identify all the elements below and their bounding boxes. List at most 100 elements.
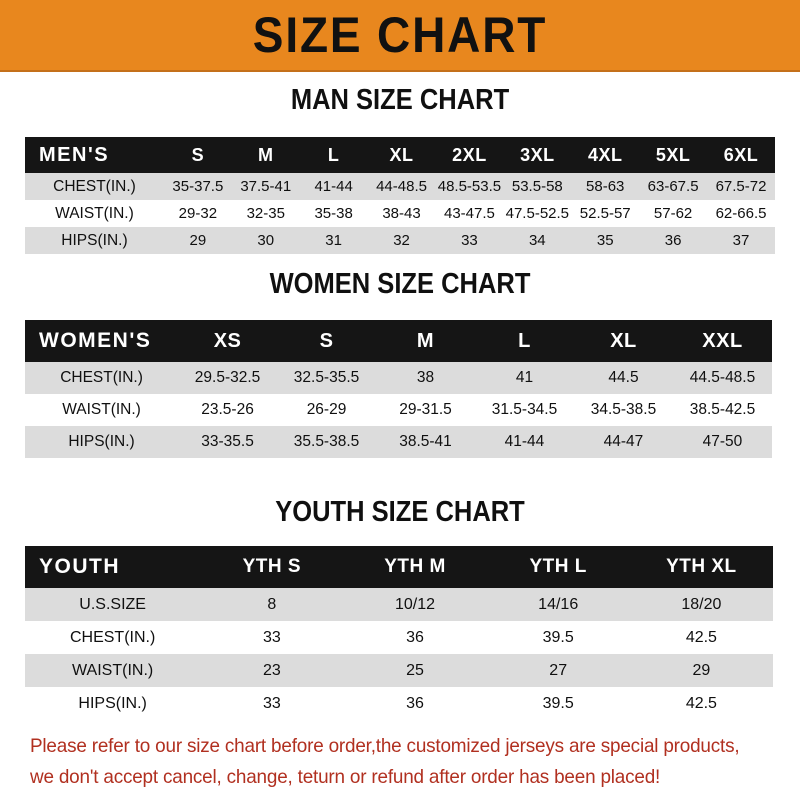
- youth-size-header-3: YTH XL: [666, 556, 737, 577]
- table-row: WAIST(IN.) 23 25 27 29: [25, 654, 773, 687]
- man-size-header-1: M: [258, 144, 274, 165]
- man-row-label-2: HIPS(IN.): [61, 231, 128, 249]
- youth-row-label-0: U.S.SIZE: [79, 595, 146, 613]
- youth-size-header-2: YTH L: [529, 556, 587, 577]
- man-cell-2-4: 33: [461, 232, 478, 249]
- man-cell-0-4: 48.5-53.5: [437, 178, 502, 195]
- women-size-header-2: M: [416, 329, 435, 352]
- man-row-label-header: MEN'S: [39, 143, 110, 166]
- youth-size-header-0: YTH S: [242, 556, 302, 577]
- table-row: CHEST(IN.) 35-37.5 37.5-41 41-44 44-48.5 48.5…: [25, 173, 775, 200]
- women-cell-2-4: 44-47: [603, 433, 644, 450]
- man-cell-2-5: 34: [528, 232, 546, 249]
- youth-cell-0-1: 10/12: [395, 595, 436, 613]
- man-cell-0-3: 44-48.5: [376, 178, 427, 195]
- man-cell-1-5: 47.5-52.5: [505, 205, 570, 222]
- man-cell-1-3: 38-43: [382, 205, 421, 222]
- page-title: SIZE CHART: [252, 7, 548, 63]
- table-row: U.S.SIZE 8 10/12 14/16 18/20: [25, 588, 773, 621]
- youth-cell-3-0: 33: [262, 694, 281, 712]
- women-cell-0-3: 41: [515, 369, 534, 386]
- youth-size-header-1: YTH M: [384, 556, 446, 577]
- women-cell-1-3: 31.5-34.5: [491, 401, 558, 418]
- man-cell-2-7: 36: [664, 232, 682, 249]
- youth-cell-3-2: 39.5: [542, 694, 574, 712]
- women-size-header-4: XL: [610, 329, 637, 352]
- women-cell-2-2: 38.5-41: [399, 433, 452, 450]
- women-cell-0-4: 44.5: [608, 369, 639, 386]
- women-cell-1-2: 29-31.5: [399, 401, 452, 418]
- footer-line-2: we don't accept cancel, change, teturn o…: [30, 766, 661, 788]
- man-cell-2-2: 31: [325, 232, 342, 249]
- women-cell-0-1: 32.5-35.5: [293, 369, 360, 386]
- man-cell-0-1: 37.5-41: [240, 178, 292, 195]
- man-size-header-7: 5XL: [655, 144, 691, 165]
- youth-row-label-2: WAIST(IN.): [72, 661, 154, 679]
- man-size-table: MEN'S S M L XL 2XL 3XL 4XL 5XL 6XL CHEST(IN.) 35-37…: [25, 137, 775, 254]
- table-row: HIPS(IN.) 33 36 39.5 42.5: [25, 687, 773, 720]
- man-cell-1-4: 43-47.5: [443, 205, 495, 222]
- man-cell-0-7: 63-67.5: [647, 178, 699, 195]
- youth-cell-0-0: 8: [267, 595, 277, 613]
- women-cell-1-1: 26-29: [306, 401, 347, 418]
- youth-row-label-header: YOUTH: [39, 555, 120, 578]
- youth-cell-2-0: 23: [262, 661, 281, 679]
- man-cell-2-8: 37: [732, 232, 750, 249]
- women-cell-2-3: 41-44: [504, 433, 545, 450]
- youth-row-label-1: CHEST(IN.): [69, 628, 156, 646]
- women-table-body: WOMEN'S XS S M L XL XXL CHEST(IN.) 29.5-32.5 32.5…: [25, 320, 772, 458]
- man-cell-1-1: 32-35: [246, 205, 285, 222]
- man-header-row: MEN'S S M L XL 2XL 3XL 4XL 5XL 6XL: [25, 137, 775, 173]
- man-cell-0-5: 53.5-58: [511, 178, 563, 195]
- women-size-header-0: XS: [213, 329, 242, 352]
- man-size-header-4: 2XL: [452, 144, 487, 165]
- youth-cell-2-1: 25: [406, 661, 424, 679]
- youth-section-title: YOUTH SIZE CHART: [275, 496, 525, 528]
- women-cell-0-5: 44.5-48.5: [689, 369, 756, 386]
- women-cell-1-0: 23.5-26: [201, 401, 254, 418]
- women-row-label-1: WAIST(IN.): [62, 401, 141, 418]
- man-cell-1-7: 57-62: [653, 205, 693, 222]
- man-table-body: MEN'S S M L XL 2XL 3XL 4XL 5XL 6XL CHEST(IN.) 35-37…: [25, 137, 775, 254]
- youth-cell-3-3: 42.5: [685, 694, 717, 712]
- women-cell-2-5: 47-50: [702, 433, 743, 450]
- women-row-label-header: WOMEN'S: [39, 329, 152, 352]
- man-size-header-5: 3XL: [520, 144, 555, 165]
- banner: SIZE CHART: [0, 0, 800, 72]
- table-row: CHEST(IN.) 33 36 39.5 42.5: [25, 621, 773, 654]
- man-size-header-0: S: [191, 144, 205, 165]
- man-cell-1-2: 35-38: [314, 205, 353, 222]
- women-cell-2-1: 35.5-38.5: [293, 433, 360, 450]
- youth-cell-0-2: 14/16: [538, 595, 579, 613]
- youth-cell-1-0: 33: [262, 628, 281, 646]
- table-row: CHEST(IN.) 29.5-32.5 32.5-35.5 38 41 44.5 44.5…: [25, 362, 772, 394]
- women-size-header-1: S: [319, 329, 334, 352]
- youth-header-row: YOUTH YTH S YTH M YTH L YTH XL: [25, 546, 773, 588]
- table-row: HIPS(IN.) 33-35.5 35.5-38.5 38.5-41 41-44 44-…: [25, 426, 772, 458]
- man-cell-0-6: 58-63: [586, 178, 625, 195]
- women-section-title: WOMEN SIZE CHART: [269, 268, 531, 300]
- women-size-header-3: L: [518, 329, 531, 352]
- women-row-label-2: HIPS(IN.): [68, 433, 135, 450]
- youth-cell-0-3: 18/20: [681, 595, 722, 613]
- youth-cell-1-1: 36: [406, 628, 424, 646]
- youth-cell-1-2: 39.5: [542, 628, 574, 646]
- youth-cell-2-2: 27: [549, 661, 568, 679]
- man-cell-2-3: 32: [393, 232, 410, 249]
- youth-table-body: YOUTH YTH S YTH M YTH L YTH XL U.S.SIZE 8 10/12…: [25, 546, 773, 720]
- women-row-label-0: CHEST(IN.): [60, 369, 143, 386]
- man-cell-0-8: 67.5-72: [715, 178, 767, 195]
- women-size-table: WOMEN'S XS S M L XL XXL CHEST(IN.) 29.5-32.5 32.5…: [25, 320, 772, 458]
- man-cell-1-0: 29-32: [178, 205, 218, 222]
- man-size-header-8: 6XL: [723, 144, 759, 165]
- man-size-header-2: L: [327, 144, 340, 165]
- table-row: WAIST(IN.) 29-32 32-35 35-38 38-43 43-47.5 47.…: [25, 200, 775, 227]
- man-row-label-0: CHEST(IN.): [53, 177, 136, 195]
- man-size-header-6: 4XL: [587, 144, 623, 165]
- man-size-header-3: XL: [389, 144, 414, 165]
- women-header-row: WOMEN'S XS S M L XL XXL: [25, 320, 772, 362]
- footer-line-1: Please refer to our size chart before or…: [30, 735, 740, 757]
- table-row: WAIST(IN.) 23.5-26 26-29 29-31.5 31.5-34.5 34…: [25, 394, 772, 426]
- man-row-label-1: WAIST(IN.): [55, 204, 134, 222]
